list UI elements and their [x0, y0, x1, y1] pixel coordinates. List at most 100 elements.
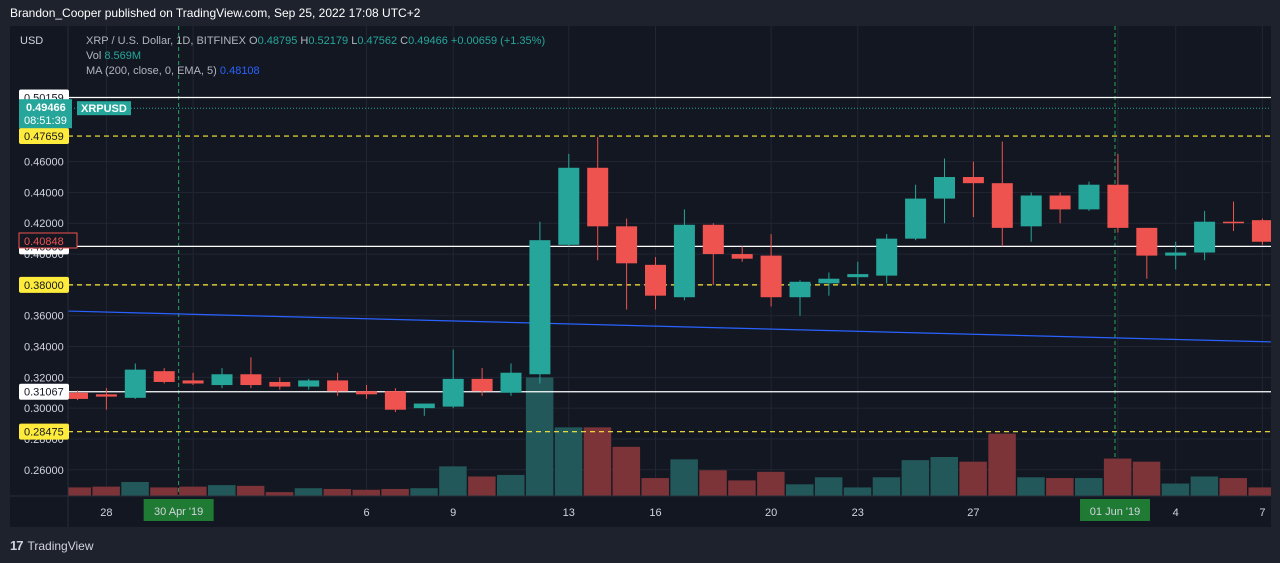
price-axis-unit: USD: [20, 35, 43, 47]
date-highlight-bg: [1080, 499, 1151, 521]
y-tick-label: 0.34000: [24, 342, 64, 354]
candle-body: [1165, 252, 1187, 256]
candle-body: [673, 224, 695, 298]
symbol-tag-bg: [77, 101, 131, 116]
date-highlight-bg: [143, 499, 214, 521]
level-label-bg: [19, 383, 69, 400]
ohlc-row: XRP / U.S. Dollar, 1D, BITFINEX O0.48795…: [86, 34, 545, 49]
volume-bar: [1190, 476, 1219, 496]
volume-bar: [497, 474, 525, 496]
level-label-bg: [19, 276, 69, 293]
volume-bar: [670, 459, 698, 496]
x-tick-label: 7: [1259, 507, 1265, 519]
x-tick-label: 4: [1173, 507, 1179, 519]
candlestick-chart[interactable]: USD0.260000.280000.300000.320000.340000.…: [10, 26, 1271, 527]
level-label: 0.38000: [24, 280, 64, 292]
candle-body: [211, 374, 233, 386]
last-price-bg: [19, 99, 72, 129]
candle-body: [356, 391, 377, 395]
y-tick-label: 0.36000: [24, 311, 64, 323]
volume-bar: [554, 427, 583, 496]
ma-value: 0.48108: [219, 65, 260, 77]
footer-brand[interactable]: 17 TradingView: [10, 538, 94, 553]
candle-body: [789, 281, 811, 298]
volume-bar: [1017, 477, 1045, 496]
volume-bar: [988, 433, 1016, 496]
candle-body: [818, 278, 840, 284]
candle-body: [182, 380, 204, 384]
y-tick-label: 0.32000: [24, 372, 64, 384]
candle-body: [124, 369, 146, 398]
last-price-countdown: 08:51:39: [24, 115, 67, 127]
candle-body: [760, 255, 782, 298]
y-tick-label: 0.44000: [24, 187, 64, 199]
last-price-label: 0.49466: [26, 102, 66, 114]
volume-bar: [728, 480, 756, 496]
close-label: C: [400, 35, 409, 47]
volume-bar: [525, 377, 554, 496]
volume-bar: [786, 484, 814, 496]
volume-label: Vol: [86, 50, 102, 62]
volume-bar: [352, 489, 380, 496]
volume-bar: [150, 487, 178, 496]
volume-bar: [872, 477, 901, 496]
volume-bar: [323, 488, 352, 496]
candle-body: [587, 167, 609, 227]
volume-bar: [294, 488, 323, 496]
crosshair-price-label: 0.40848: [24, 236, 64, 248]
candle-body: [529, 240, 551, 375]
low-value: 0.47562: [357, 35, 398, 47]
candle-body: [500, 372, 522, 393]
y-tick-label: 0.46000: [24, 157, 64, 169]
candle-body: [731, 254, 753, 259]
volume-value: 8.569M: [104, 50, 142, 62]
volume-bar: [1161, 483, 1190, 496]
x-tick-label: 23: [852, 507, 864, 519]
candle-body: [876, 238, 898, 276]
volume-bar: [1219, 478, 1247, 496]
candle-body: [67, 392, 88, 399]
candle-body: [847, 274, 869, 278]
candle-body: [240, 374, 262, 386]
x-tick-label: 20: [765, 507, 777, 519]
volume-bar: [612, 446, 641, 496]
x-tick-label: 16: [649, 507, 661, 519]
candle-body: [1194, 221, 1216, 253]
volume-bar: [179, 486, 207, 496]
x-tick-label: 27: [967, 507, 979, 519]
candle-body: [95, 394, 117, 397]
volume-row: Vol 8.569M: [86, 49, 545, 64]
candle-body: [1020, 195, 1042, 227]
volume-bar: [930, 457, 958, 496]
candle-body: [153, 371, 175, 382]
volume-bar: [410, 488, 438, 496]
candle-body: [413, 403, 435, 409]
y-tick-label: 0.42000: [24, 218, 64, 230]
candle-body: [1251, 220, 1271, 242]
level-label: 0.31067: [24, 387, 64, 399]
candle-body: [905, 198, 927, 239]
candle-body: [384, 391, 406, 410]
candle-body: [269, 381, 291, 387]
volume-bar: [121, 481, 149, 496]
level-label-bg: [19, 128, 69, 145]
close-value: 0.49466: [408, 35, 448, 47]
chart-legend: XRP / U.S. Dollar, 1D, BITFINEX O0.48795…: [86, 34, 545, 79]
candle-body: [702, 224, 724, 255]
volume-bar: [208, 485, 236, 496]
volume-bar: [381, 488, 409, 496]
high-value: 0.52179: [308, 35, 349, 47]
volume-bar: [468, 476, 496, 496]
date-highlight-label: 30 Apr '19: [154, 506, 203, 518]
volume-bar: [63, 487, 91, 496]
level-label: 0.47659: [24, 131, 64, 143]
volume-bar: [1075, 478, 1103, 496]
volume-bar: [757, 471, 785, 496]
chart-frame[interactable]: USD 0.26000 0.28000 0.30000 0.32000 0.34000 0.…: [10, 26, 1271, 527]
candle-body: [558, 167, 580, 245]
publish-info: Brandon_Cooper published on TradingView.…: [10, 6, 421, 20]
open-value: 0.48795: [257, 35, 298, 47]
volume-bar: [1046, 478, 1074, 496]
volume-bar: [265, 492, 294, 496]
y-tick-label: 0.40000: [24, 249, 64, 261]
